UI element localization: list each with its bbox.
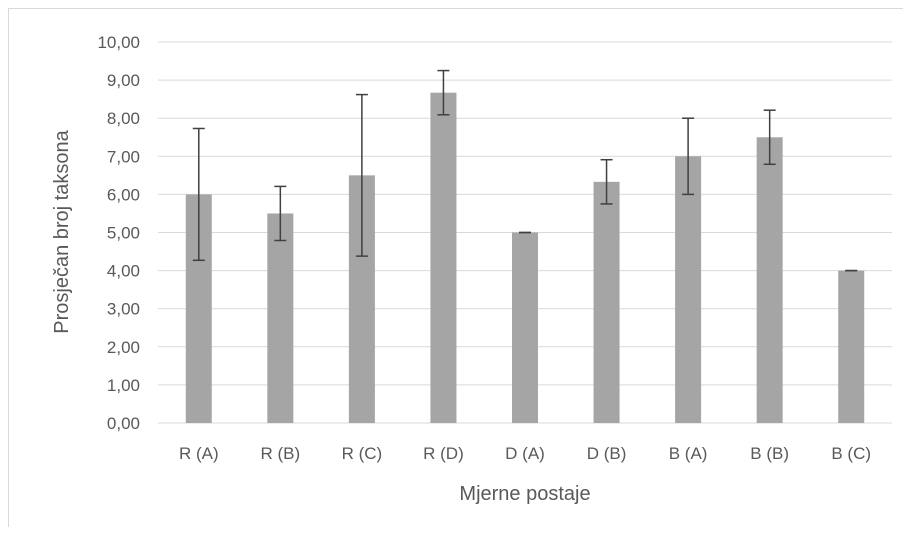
error-bar: [192, 127, 205, 262]
bar: [756, 137, 783, 423]
error-bar: [763, 109, 776, 166]
bar: [512, 232, 538, 423]
x-tick-label: R (A): [179, 444, 219, 463]
y-tick-label: 3,00: [107, 300, 140, 319]
y-axis-ticks: 0,00 1,00 2,00 3,00 4,00 5,00 6,00 7,00 8,00 9,00…: [97, 33, 140, 433]
x-tick-label: R (B): [260, 444, 300, 463]
bar: [675, 156, 702, 424]
y-tick-label: 4,00: [107, 262, 140, 281]
y-tick-label: 1,00: [107, 376, 140, 395]
error-bar: [600, 158, 613, 205]
y-axis-title: Prosječan broj taksona: [51, 129, 73, 333]
error-bar: [437, 69, 450, 116]
y-tick-label: 8,00: [107, 109, 140, 128]
x-axis-ticks: R (A) R (B) R (C) R (D) D (A) D (B) B (A) B (B)…: [179, 444, 871, 463]
y-tick-label: 2,00: [107, 338, 140, 357]
bar: [593, 181, 620, 423]
y-tick-label: 7,00: [107, 147, 140, 166]
x-tick-label: D (A): [505, 444, 545, 463]
x-tick-label: R (D): [423, 444, 464, 463]
bar: [267, 213, 294, 423]
bars: [185, 92, 865, 424]
y-tick-label: 5,00: [107, 224, 140, 243]
x-tick-label: B (B): [750, 444, 789, 463]
bar: [838, 270, 865, 423]
y-tick-label: 10,00: [97, 33, 140, 52]
x-axis-title: Mjerne postaje: [459, 483, 590, 505]
bar: [430, 92, 457, 423]
x-tick-label: R (C): [342, 444, 383, 463]
y-tick-label: 0,00: [107, 414, 140, 433]
error-bars: [192, 69, 858, 272]
x-tick-label: B (C): [831, 444, 871, 463]
error-bar: [682, 117, 695, 196]
error-bar: [274, 185, 287, 242]
y-tick-label: 6,00: [107, 185, 140, 204]
error-bar: [355, 93, 368, 257]
x-tick-label: B (A): [669, 444, 708, 463]
chart-frame: [8, 8, 903, 527]
y-tick-label: 9,00: [107, 71, 140, 90]
x-tick-label: D (B): [587, 444, 627, 463]
